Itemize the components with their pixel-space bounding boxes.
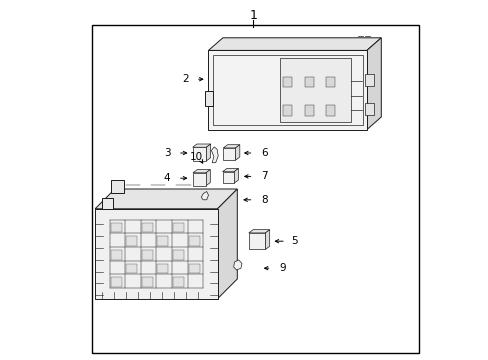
Polygon shape (192, 144, 210, 147)
FancyBboxPatch shape (365, 103, 373, 115)
Bar (188, 237, 199, 246)
Polygon shape (111, 180, 123, 193)
Bar (110, 250, 122, 260)
Text: 2: 2 (182, 74, 188, 84)
Bar (304, 77, 313, 87)
Text: 7: 7 (261, 171, 267, 181)
Bar (188, 264, 199, 273)
Bar (142, 250, 153, 260)
Bar (304, 105, 313, 116)
Bar (142, 223, 153, 232)
Polygon shape (233, 260, 242, 270)
Polygon shape (102, 198, 113, 209)
Bar (283, 105, 292, 116)
Polygon shape (222, 168, 238, 172)
Bar (325, 77, 334, 87)
Bar (157, 237, 168, 246)
Polygon shape (95, 209, 217, 299)
Polygon shape (248, 230, 269, 233)
Text: 5: 5 (291, 236, 298, 246)
Polygon shape (201, 192, 208, 200)
Polygon shape (223, 148, 235, 160)
Polygon shape (95, 189, 237, 209)
Bar (126, 264, 137, 273)
Bar (157, 264, 168, 273)
Text: 8: 8 (261, 195, 267, 205)
Polygon shape (205, 170, 210, 186)
Polygon shape (193, 170, 210, 173)
Bar (283, 77, 292, 87)
Text: 10: 10 (189, 152, 202, 162)
Polygon shape (217, 189, 237, 299)
Polygon shape (192, 147, 206, 161)
Text: 9: 9 (279, 263, 285, 273)
Bar (173, 278, 183, 287)
Polygon shape (208, 38, 381, 50)
Polygon shape (248, 233, 265, 249)
Polygon shape (206, 144, 210, 161)
Polygon shape (208, 50, 366, 130)
Bar (325, 105, 334, 116)
Polygon shape (234, 168, 238, 183)
Bar (126, 237, 137, 246)
Text: 6: 6 (261, 148, 267, 158)
Bar (173, 250, 183, 260)
Text: 4: 4 (163, 173, 170, 183)
Polygon shape (223, 145, 239, 148)
Polygon shape (235, 145, 239, 160)
Polygon shape (366, 38, 381, 130)
Text: 3: 3 (163, 148, 170, 158)
Text: 1: 1 (249, 9, 257, 22)
Polygon shape (193, 173, 205, 186)
Polygon shape (211, 147, 218, 163)
Bar (212, 55, 362, 125)
FancyBboxPatch shape (365, 74, 373, 86)
Bar (110, 278, 122, 287)
Polygon shape (265, 230, 269, 249)
Polygon shape (222, 172, 234, 183)
Bar (110, 223, 122, 232)
Bar (173, 223, 183, 232)
Bar (142, 278, 153, 287)
Bar (279, 58, 350, 122)
Bar (204, 91, 212, 106)
